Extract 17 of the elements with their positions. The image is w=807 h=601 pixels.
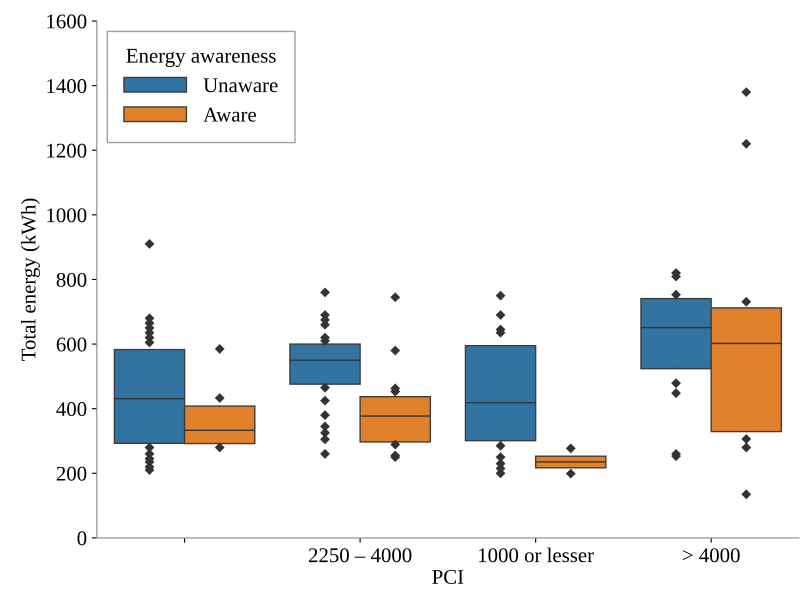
- legend-title: Energy awareness: [126, 48, 276, 68]
- legend-label: Aware: [203, 108, 256, 122]
- y-axis-title: Total energy (kWh): [20, 198, 40, 361]
- legend-label: Unaware: [204, 78, 278, 92]
- y-tick-label: 0: [77, 531, 86, 546]
- x-tick-label: 1000 or lesser: [479, 548, 594, 562]
- x-tick-label: 2250 – 4000: [308, 548, 412, 562]
- x-tick-label: > 4000: [682, 548, 740, 562]
- y-tick-label: 1400: [47, 79, 86, 94]
- y-tick-label: 600: [56, 337, 86, 352]
- y-tick-label: 800: [56, 272, 86, 287]
- y-tick-label: 200: [56, 466, 86, 481]
- y-tick-label: 400: [56, 402, 86, 416]
- x-axis-title: PCI: [432, 570, 464, 584]
- y-tick-label: 1000: [47, 208, 86, 222]
- y-tick-label: 1200: [47, 144, 86, 158]
- y-tick-label: 1600: [47, 14, 86, 28]
